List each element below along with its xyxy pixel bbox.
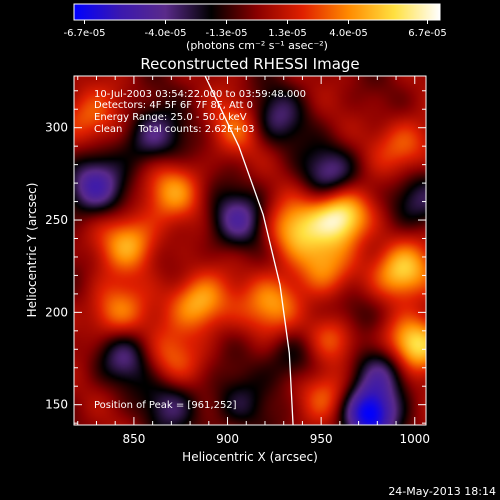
heatmap-image [74, 76, 426, 425]
y-tick-label: 300 [45, 121, 68, 135]
colorbar-tick-label: -1.3e-05 [206, 28, 248, 39]
colorbar-tick-label: 6.7e-05 [408, 28, 446, 39]
x-tick-label: 1000 [399, 432, 430, 446]
y-tick-label: 250 [45, 213, 68, 227]
annotation-energy-range: Energy Range: 25.0 - 50.0 keV [94, 112, 247, 123]
annotation-detectors: Detectors: 4F 5F 6F 7F 8F, Att 0 [94, 100, 253, 111]
colorbar-tick-label: -4.0e-05 [145, 28, 187, 39]
annotation-clean-counts: Clean Total counts: 2.62E+03 [94, 124, 254, 135]
colorbar-tick-label: -6.7e-05 [64, 28, 106, 39]
x-tick-labels: 850 900 950 1000 [122, 432, 430, 446]
annotation-time-range: 10-Jul-2003 03:54:22.000 to 03:59:48.000 [94, 89, 306, 100]
x-tick-label: 950 [310, 432, 333, 446]
colorbar-ticks [84, 20, 428, 24]
x-tick-label: 850 [122, 432, 145, 446]
x-tick-label: 900 [216, 432, 239, 446]
colorbar-tick-label: 1.3e-05 [268, 28, 306, 39]
colorbar-unit-label: (photons cm⁻² s⁻¹ asec⁻²) [186, 39, 328, 52]
colorbar [73, 3, 441, 21]
footer-date: 24-May-2013 18:14 [388, 485, 496, 498]
colorbar-tick-label: 4.0e-05 [329, 28, 367, 39]
plot-frame [73, 75, 427, 426]
solar-limb-curve [204, 76, 294, 425]
y-tick-labels: 150 200 250 300 [45, 121, 68, 412]
y-tick-label: 200 [45, 305, 68, 319]
colorbar-tick-labels: -6.7e-05 -4.0e-05 -1.3e-05 1.3e-05 4.0e-05 6.… [64, 28, 447, 39]
axis-ticks [74, 76, 426, 425]
y-axis-label: Heliocentric Y (arcsec) [25, 183, 39, 318]
y-tick-label: 150 [45, 398, 68, 412]
peak-position-label: Position of Peak = [961,252] [94, 400, 237, 411]
chart-title: Reconstructed RHESSI Image [140, 55, 359, 73]
x-axis-label: Heliocentric X (arcsec) [182, 450, 318, 464]
